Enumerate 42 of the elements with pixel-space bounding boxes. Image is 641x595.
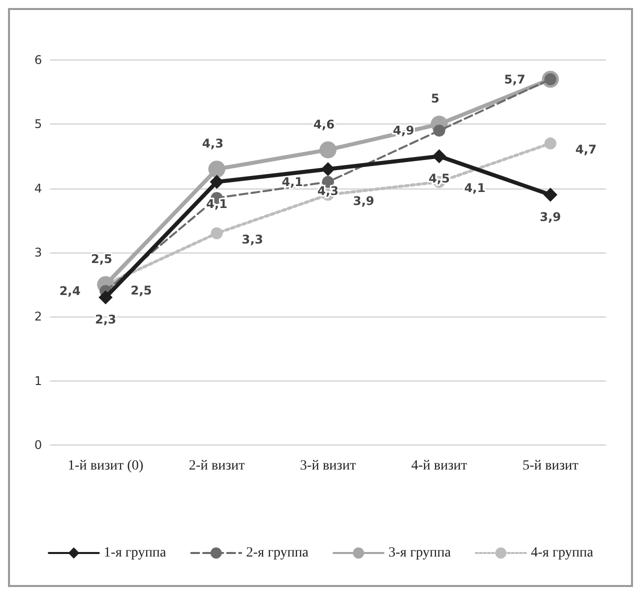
data-label: 4,5	[428, 171, 450, 186]
x-tick-label: 3-й визит	[300, 458, 356, 474]
x-tick-label: 2-й визит	[188, 458, 245, 474]
point	[433, 124, 446, 137]
data-label: 5,7	[504, 72, 526, 86]
legend-label: 3-я группа	[388, 546, 452, 560]
data-label: 5	[431, 92, 440, 106]
y-tick-label: 4	[34, 181, 42, 196]
point	[543, 188, 558, 202]
data-label: 4,3	[202, 136, 224, 151]
point	[432, 149, 446, 164]
point	[320, 141, 336, 158]
point	[321, 162, 335, 176]
y-tick-label: 2	[34, 310, 42, 324]
legend-label: 2-я группа	[246, 546, 310, 560]
y-tick-label: 0	[34, 438, 42, 452]
point	[98, 290, 113, 304]
x-tick-label: 5-й визит	[522, 458, 578, 474]
point	[210, 227, 223, 240]
x-tick-label: 1-й визит (0)	[68, 458, 144, 474]
point	[544, 137, 556, 150]
data-label: 4,7	[575, 142, 597, 156]
data-label: 3,9	[353, 194, 374, 208]
y-tick-label: 3	[34, 246, 42, 260]
data-label: 4,3	[317, 184, 339, 198]
data-label: 4,1	[464, 180, 486, 195]
data-label: 3,3	[242, 232, 264, 246]
x-tick-label: 4-й визит	[411, 458, 468, 474]
point	[208, 160, 226, 178]
legend-label: 1-я группа	[104, 546, 167, 560]
y-tick-label: 1	[34, 374, 42, 388]
data-label: 3,9	[540, 210, 562, 224]
y-tick-label: 6	[34, 53, 42, 67]
data-label: 2,5	[130, 284, 152, 298]
data-label: 2,5	[90, 252, 112, 266]
y-tick-label: 5	[34, 117, 42, 132]
data-label: 4,1	[282, 174, 303, 189]
data-label: 2,3	[94, 312, 116, 326]
data-label: 2,4	[59, 284, 81, 298]
legend-label: 4-я группа	[530, 546, 594, 560]
point	[210, 174, 224, 189]
data-label: 4,6	[313, 117, 335, 132]
